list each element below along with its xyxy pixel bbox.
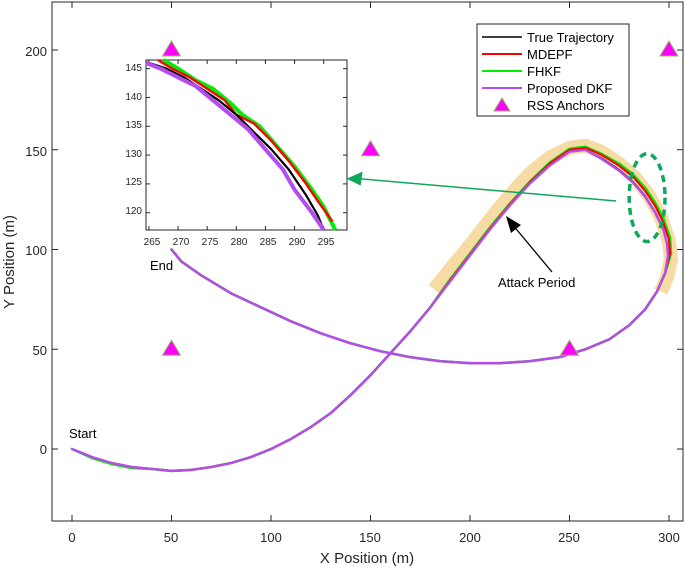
- inset-y-tick-label: 145: [125, 63, 142, 74]
- inset-x-tick-label: 285: [260, 237, 277, 248]
- inset-ticks: 265 270 275 280 285 290 295 120 125 130 …: [125, 63, 334, 248]
- attack-period-label: Attack Period: [498, 275, 575, 290]
- x-tick-label: 250: [558, 530, 580, 545]
- x-tick-label: 0: [68, 530, 75, 545]
- legend-label-proposed-dkf: Proposed DKF: [527, 81, 612, 96]
- rss-anchor-triangle-icon: [360, 139, 381, 157]
- y-tick-label: 0: [40, 442, 47, 457]
- x-tick-label: 300: [658, 530, 680, 545]
- x-tick-label: 100: [260, 530, 282, 545]
- trajectory-proposed-dkf: [70, 148, 670, 473]
- inset-zoom-plot: 265 270 275 280 285 290 295 120 125 130 …: [125, 58, 348, 248]
- y-tick-label: 50: [33, 343, 47, 358]
- legend: True Trajectory MDEPF FHKF Proposed DKF …: [476, 23, 630, 117]
- zoom-callout-arrow-line: [358, 177, 617, 202]
- inset-x-tick-label: 290: [289, 237, 306, 248]
- legend-triangle-icon: [493, 97, 511, 112]
- inset-y-tick-label: 130: [125, 149, 142, 160]
- x-tick-label: 50: [164, 530, 178, 545]
- inset-x-tick-label: 270: [173, 237, 190, 248]
- attack-period-arrow-line: [511, 223, 553, 273]
- end-label: End: [150, 258, 173, 273]
- rss-anchor-triangle-icon: [659, 40, 679, 57]
- rss-anchor-triangle-icon: [161, 40, 182, 57]
- y-axis: 0 50 100 150 200 Y Position (m): [1, 44, 47, 457]
- zoom-callout-arrowhead: [346, 171, 363, 186]
- y-tick-label: 200: [25, 44, 47, 59]
- plot-content: [52, 2, 683, 521]
- rss-anchor-triangle-icon: [559, 339, 580, 356]
- x-axis: 0 50 100 150 200 250 300 X Position (m): [68, 530, 679, 567]
- inset-content: [145, 58, 347, 232]
- zoom-region-ellipse: [627, 151, 667, 244]
- legend-label-fhkf: FHKF: [527, 64, 561, 79]
- inset-y-tick-label: 120: [125, 206, 142, 217]
- legend-label-rss-anchors: RSS Anchors: [527, 98, 605, 113]
- legend-label-true-trajectory: True Trajectory: [527, 30, 614, 45]
- inset-trajectory-mdepf: [157, 58, 334, 223]
- start-label: Start: [69, 426, 97, 441]
- y-tick-label: 100: [25, 243, 47, 258]
- inset-x-tick-label: 280: [231, 237, 248, 248]
- inset-y-tick-label: 140: [125, 92, 142, 103]
- y-axis-label: Y Position (m): [1, 215, 18, 309]
- legend-label-mdepf: MDEPF: [527, 47, 573, 62]
- x-axis-label: X Position (m): [320, 550, 414, 567]
- inset-x-tick-label: 275: [202, 237, 219, 248]
- x-tick-label: 150: [359, 530, 381, 545]
- x-tick-label: 200: [459, 530, 481, 545]
- attack-period-arrowhead: [506, 216, 521, 233]
- inset-y-tick-label: 135: [125, 120, 142, 131]
- inset-x-tick-label: 295: [318, 237, 335, 248]
- inset-trajectory-proposed-dkf: [145, 61, 326, 232]
- rss-anchor-triangle-icon: [161, 339, 182, 356]
- inset-y-tick-label: 125: [125, 177, 142, 188]
- inset-plot-area: [145, 59, 348, 231]
- inset-x-tick-label: 265: [144, 237, 161, 248]
- y-tick-label: 150: [25, 144, 47, 159]
- inset-trajectory-true-trajectory: [148, 61, 325, 231]
